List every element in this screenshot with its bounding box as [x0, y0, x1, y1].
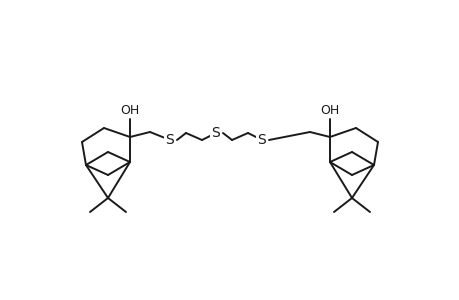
Text: S: S: [211, 126, 220, 140]
Text: OH: OH: [120, 103, 140, 116]
Text: OH: OH: [319, 103, 339, 116]
Text: S: S: [257, 133, 266, 147]
Text: S: S: [165, 133, 174, 147]
